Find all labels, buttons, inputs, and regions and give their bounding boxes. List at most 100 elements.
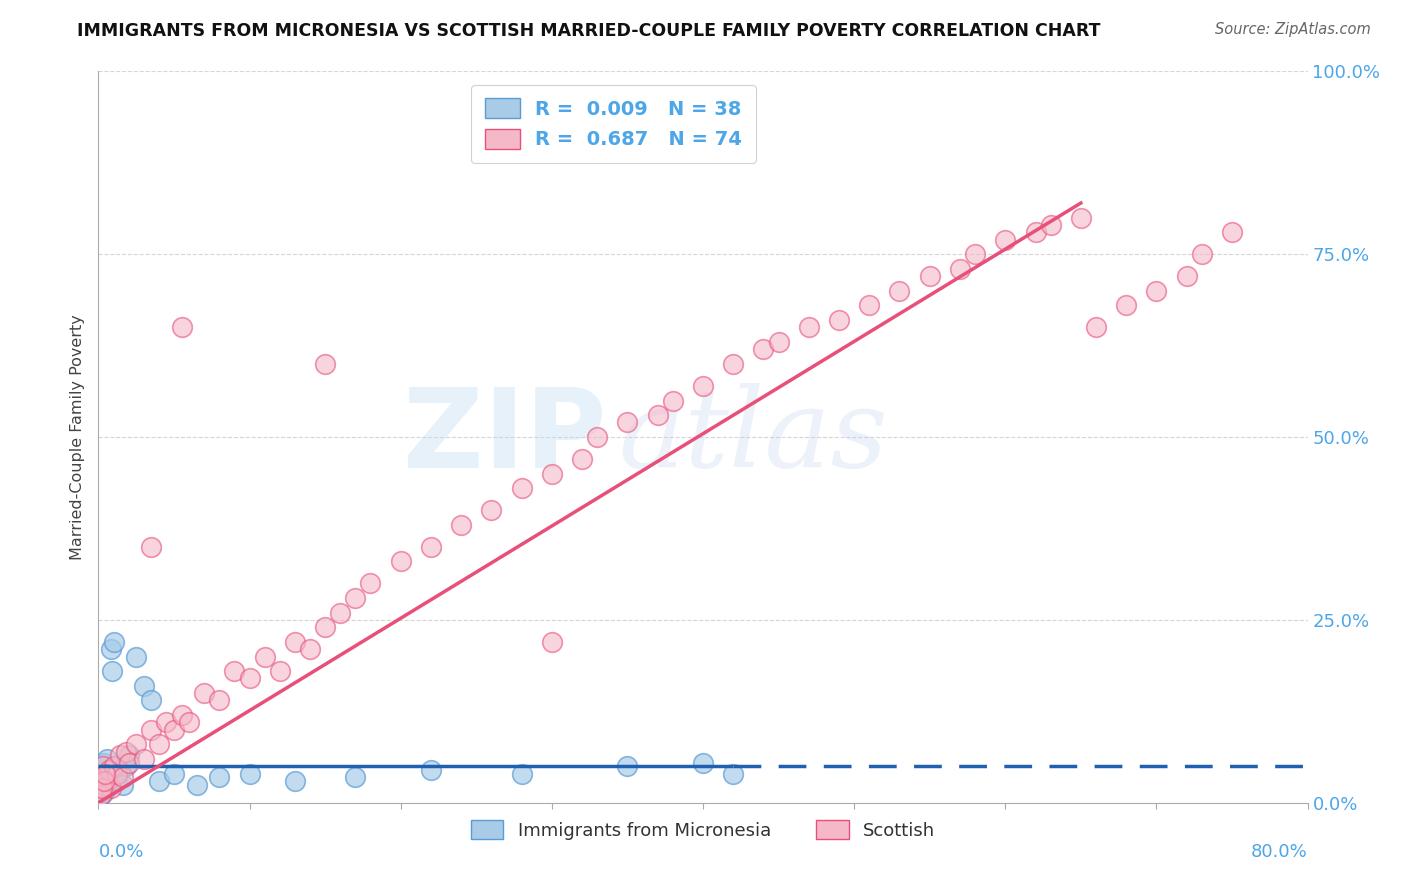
Point bbox=[100, 642, 122, 657]
Text: Source: ZipAtlas.com: Source: ZipAtlas.com bbox=[1215, 22, 1371, 37]
Text: ZIP: ZIP bbox=[404, 384, 606, 491]
Point bbox=[179, 715, 201, 730]
Point bbox=[224, 664, 246, 678]
Point bbox=[1070, 211, 1092, 225]
Point bbox=[90, 770, 112, 784]
Point bbox=[481, 503, 503, 517]
Point bbox=[344, 770, 367, 784]
Legend: Immigrants from Micronesia, Scottish: Immigrants from Micronesia, Scottish bbox=[461, 811, 945, 848]
Point bbox=[344, 591, 367, 605]
Point bbox=[108, 763, 131, 777]
Point bbox=[105, 773, 128, 788]
Point bbox=[540, 635, 562, 649]
Point bbox=[284, 773, 307, 788]
Point bbox=[360, 576, 382, 591]
Point bbox=[90, 789, 112, 803]
Point bbox=[89, 781, 111, 796]
Point bbox=[132, 679, 155, 693]
Point bbox=[510, 481, 533, 495]
Point bbox=[389, 554, 412, 568]
Point bbox=[186, 778, 208, 792]
Point bbox=[98, 763, 121, 777]
Point bbox=[239, 766, 262, 780]
Point bbox=[90, 778, 112, 792]
Point bbox=[269, 664, 291, 678]
Point bbox=[90, 789, 112, 803]
Point bbox=[101, 664, 124, 678]
Point bbox=[1175, 269, 1198, 284]
Point bbox=[1191, 247, 1213, 261]
Point bbox=[93, 773, 115, 788]
Point bbox=[94, 766, 117, 780]
Point bbox=[91, 759, 114, 773]
Point bbox=[314, 620, 336, 634]
Point bbox=[125, 649, 148, 664]
Point bbox=[141, 540, 163, 554]
Point bbox=[108, 748, 131, 763]
Point bbox=[299, 642, 322, 657]
Point bbox=[132, 752, 155, 766]
Text: 0.0%: 0.0% bbox=[98, 843, 143, 861]
Point bbox=[949, 261, 972, 276]
Point bbox=[118, 748, 141, 763]
Point bbox=[193, 686, 215, 700]
Point bbox=[91, 781, 114, 796]
Point bbox=[571, 452, 593, 467]
Point bbox=[105, 766, 128, 780]
Text: IMMIGRANTS FROM MICRONESIA VS SCOTTISH MARRIED-COUPLE FAMILY POVERTY CORRELATION: IMMIGRANTS FROM MICRONESIA VS SCOTTISH M… bbox=[77, 22, 1101, 40]
Point bbox=[692, 379, 714, 393]
Point bbox=[114, 759, 136, 773]
Point bbox=[94, 770, 117, 784]
Point bbox=[96, 752, 118, 766]
Point bbox=[93, 756, 115, 770]
Point bbox=[647, 408, 669, 422]
Point bbox=[208, 770, 231, 784]
Point bbox=[889, 284, 911, 298]
Y-axis label: Married-Couple Family Poverty: Married-Couple Family Poverty bbox=[70, 314, 86, 560]
Point bbox=[918, 269, 941, 284]
Point bbox=[586, 430, 609, 444]
Point bbox=[723, 357, 745, 371]
Point bbox=[828, 313, 851, 327]
Point bbox=[93, 785, 115, 799]
Point bbox=[111, 778, 134, 792]
Point bbox=[1146, 284, 1168, 298]
Point bbox=[89, 785, 111, 799]
Point bbox=[450, 517, 472, 532]
Point bbox=[797, 320, 820, 334]
Point bbox=[692, 756, 714, 770]
Point bbox=[858, 298, 880, 312]
Point bbox=[148, 773, 170, 788]
Point bbox=[420, 540, 443, 554]
Point bbox=[329, 606, 352, 620]
Point bbox=[103, 759, 125, 773]
Point bbox=[1115, 298, 1137, 312]
Point bbox=[89, 770, 111, 784]
Text: atlas: atlas bbox=[619, 384, 889, 491]
Point bbox=[1039, 218, 1062, 232]
Point bbox=[89, 789, 111, 803]
Point bbox=[540, 467, 562, 481]
Point bbox=[1085, 320, 1108, 334]
Point bbox=[616, 759, 638, 773]
Point bbox=[118, 756, 141, 770]
Point bbox=[94, 766, 117, 780]
Point bbox=[163, 766, 186, 780]
Point bbox=[93, 778, 115, 792]
Point bbox=[1220, 225, 1243, 239]
Point bbox=[96, 773, 118, 788]
Text: 80.0%: 80.0% bbox=[1251, 843, 1308, 861]
Point bbox=[723, 766, 745, 780]
Point bbox=[141, 723, 163, 737]
Point bbox=[98, 766, 121, 780]
Point bbox=[96, 781, 118, 796]
Point bbox=[125, 737, 148, 751]
Point bbox=[91, 773, 114, 788]
Point bbox=[155, 715, 177, 730]
Point bbox=[420, 763, 443, 777]
Point bbox=[163, 723, 186, 737]
Point bbox=[616, 416, 638, 430]
Point bbox=[510, 766, 533, 780]
Point bbox=[752, 343, 775, 357]
Point bbox=[141, 693, 163, 707]
